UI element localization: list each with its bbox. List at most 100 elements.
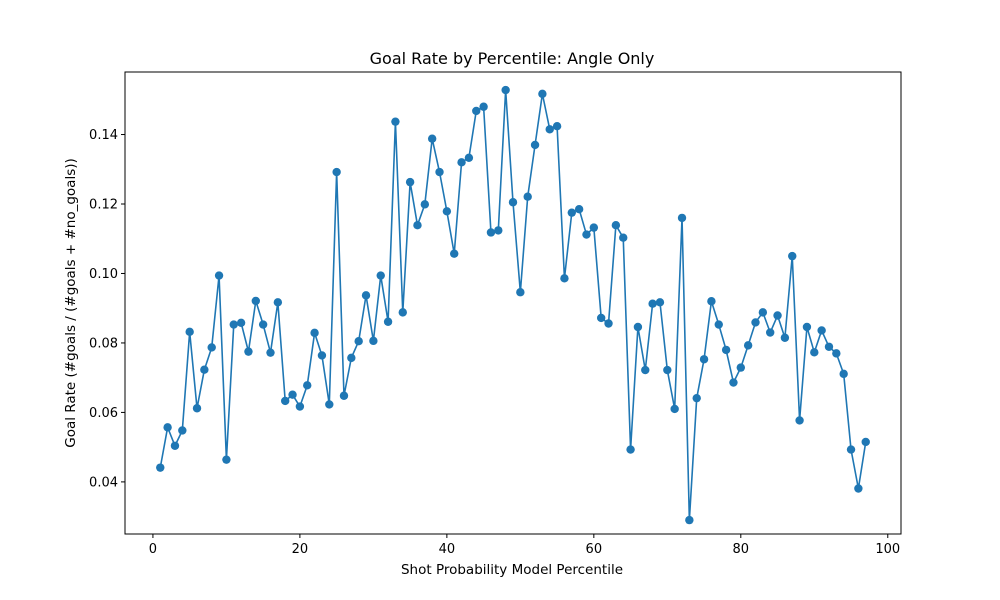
data-point [303, 381, 312, 390]
data-point [707, 297, 716, 306]
data-point [457, 158, 466, 167]
data-point [766, 328, 775, 337]
data-point [472, 106, 481, 116]
data-point [501, 85, 510, 95]
data-point [773, 311, 782, 320]
plot-frame [124, 71, 902, 535]
data-point [538, 89, 547, 99]
data-point [354, 337, 363, 346]
data-point [450, 249, 459, 258]
data-point [788, 251, 797, 261]
data-point [567, 208, 576, 217]
data-point [810, 348, 819, 357]
data-point [427, 134, 437, 143]
data-point [200, 365, 209, 374]
data-point [699, 355, 709, 364]
data-point [347, 353, 356, 363]
data-point [795, 416, 804, 425]
data-point [222, 455, 231, 464]
data-point [398, 308, 407, 317]
y-tick-label: 0.08 [89, 336, 118, 351]
data-point [494, 226, 503, 235]
data-point [641, 365, 650, 375]
data-point [721, 345, 731, 355]
data-point [317, 351, 327, 360]
chart-title: Goal Rate by Percentile: Angle Only [370, 49, 655, 68]
data-point [817, 326, 826, 335]
data-point [545, 125, 554, 134]
data-point [626, 445, 635, 454]
data-point [685, 515, 694, 525]
data-point [273, 298, 283, 307]
data-point [780, 333, 790, 342]
data-point [486, 228, 496, 237]
data-point [405, 177, 415, 187]
data-point [288, 390, 297, 399]
data-point [633, 322, 643, 332]
data-point [413, 220, 422, 230]
data-point [824, 342, 834, 351]
data-point [192, 404, 202, 413]
data-point [207, 343, 216, 352]
data-point [214, 271, 224, 280]
data-point [163, 423, 172, 432]
data-point [369, 336, 378, 346]
data-point [310, 328, 319, 338]
data-point [479, 102, 488, 111]
data-point [596, 313, 606, 323]
data-point [854, 484, 863, 493]
data-point [692, 393, 701, 403]
data-point [244, 347, 253, 356]
data-point [846, 445, 856, 454]
y-tick-label: 0.14 [89, 128, 118, 143]
data-point [258, 320, 268, 329]
data-series [156, 85, 870, 525]
data-point [729, 378, 738, 387]
data-point [464, 153, 474, 162]
data-point [420, 200, 430, 209]
x-tick-label: 20 [292, 542, 309, 557]
data-point [251, 296, 260, 306]
x-tick-label: 40 [439, 542, 456, 557]
data-point [295, 402, 305, 411]
data-point [170, 441, 180, 450]
y-tick-label: 0.06 [89, 406, 118, 421]
x-tick-label: 100 [875, 542, 900, 557]
x-tick-label: 60 [586, 542, 603, 557]
y-tick-label: 0.10 [89, 267, 118, 282]
data-point [435, 167, 444, 177]
data-point [839, 369, 848, 379]
y-tick-label: 0.12 [89, 198, 118, 213]
data-point [185, 327, 194, 337]
data-point [655, 298, 665, 307]
data-point [582, 230, 591, 239]
data-point [229, 320, 238, 329]
data-point [516, 288, 525, 297]
x-tick-label: 80 [733, 542, 750, 557]
y-tick-label: 0.04 [89, 475, 118, 490]
data-point [552, 121, 562, 131]
data-point [802, 322, 812, 332]
data-point [677, 213, 687, 223]
data-point [178, 426, 187, 435]
data-point [670, 404, 679, 414]
data-point [236, 318, 246, 327]
data-point [619, 233, 628, 242]
data-point [714, 320, 723, 329]
data-point [743, 341, 753, 350]
data-point [361, 291, 371, 300]
data-point [832, 349, 841, 358]
data-point [383, 317, 393, 326]
data-point [523, 192, 532, 201]
data-point [266, 348, 275, 357]
data-point [663, 365, 672, 375]
data-point [611, 220, 621, 230]
data-point [376, 271, 385, 280]
axis-ticks: 0 20 40 60 80 100 0.04 0.06 0.08 0.10 0.12 0.14 [89, 128, 900, 557]
y-axis-label: Goal Rate (#goals / (#goals + #no_goals)… [63, 158, 79, 448]
data-point [530, 140, 540, 150]
data-point [281, 396, 290, 406]
data-point [861, 437, 870, 447]
